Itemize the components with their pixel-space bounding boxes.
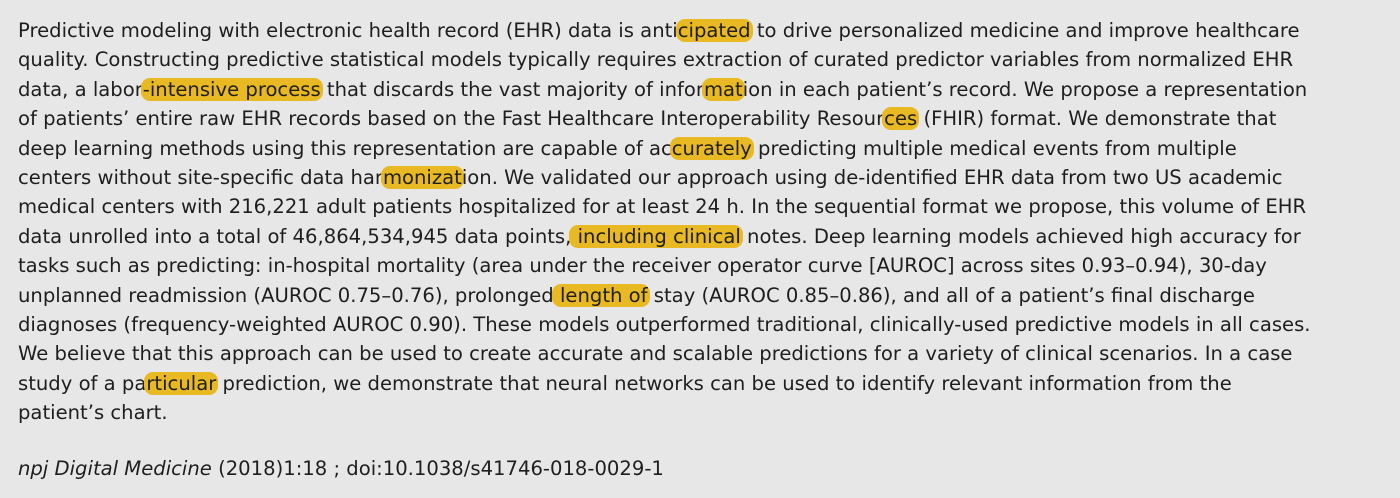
abstract-line: study of a particular prediction, we dem… [18,369,1390,398]
text-segment: deep learning methods using this represe… [18,136,672,160]
text-segment: data unrolled into a total of 46,864,534… [18,224,572,248]
abstract-line: diagnoses (frequency-weighted AUROC 0.90… [18,310,1390,339]
text-segment: centers without site-specific data har [18,165,383,189]
highlighted-text: including clinical [569,224,743,248]
text-segment: ion in each patient’s record. We propose… [742,77,1308,101]
journal-name: npj Digital Medicine [18,457,212,480]
text-segment: (FHIR) format. We demonstrate that [917,107,1277,131]
abstract-line: of patients’ entire raw EHR records base… [18,104,1390,133]
citation-details: (2018)1:18 ; doi:10.1038/s41746-018-0029… [211,457,664,480]
abstract-paragraph: Predictive modeling with electronic heal… [18,16,1390,427]
text-segment: prediction, we demonstrate that neural n… [216,371,1232,395]
highlighted-text: curately [669,136,754,160]
abstract-line: deep learning methods using this represe… [18,134,1390,163]
abstract-line: tasks such as predicting: in-hospital mo… [18,251,1390,280]
highlighted-text: mat [701,77,745,101]
abstract-line: We believe that this approach can be use… [18,339,1390,368]
highlighted-text: cipated [675,19,753,42]
text-segment: predicting multiple medical events from … [751,136,1237,160]
highlighted-text: monizat [380,165,464,189]
text-segment: of patients’ entire raw EHR records base… [18,107,885,131]
abstract-line: data unrolled into a total of 46,864,534… [18,222,1390,251]
highlighted-text: -intensive process [140,77,323,101]
text-segment: data, a labor [18,77,143,101]
highlighted-text: length of [551,283,650,307]
text-segment: ion. We validated our approach using de-… [461,165,1283,189]
text-segment: We believe that this approach can be use… [18,342,1293,366]
text-segment: patient’s chart. [18,401,168,425]
text-segment: study of a pa [18,371,147,395]
abstract-line: data, a labor-intensive process that dis… [18,75,1390,104]
abstract-line: patient’s chart. [18,398,1390,427]
text-segment: that discards the vast majority of infor [320,77,704,101]
abstract-line: centers without site-specific data harmo… [18,163,1390,192]
text-segment: unplanned readmission (AUROC 0.75–0.76),… [18,283,554,307]
abstract-line: medical centers with 216,221 adult patie… [18,192,1390,221]
text-segment: notes. Deep learning models achieved hig… [740,224,1301,248]
text-segment: medical centers with 216,221 adult patie… [18,195,1307,219]
abstract-line: quality. Constructing predictive statist… [18,45,1390,74]
abstract-line: Predictive modeling with electronic heal… [18,16,1390,45]
text-segment: tasks such as predicting: in-hospital mo… [18,254,1267,278]
text-segment: diagnoses (frequency-weighted AUROC 0.90… [18,312,1311,336]
highlighted-text: ces [882,107,920,131]
highlighted-text: rticular [144,371,219,395]
abstract-line: unplanned readmission (AUROC 0.75–0.76),… [18,281,1390,310]
citation-line: npj Digital Medicine (2018)1:18 ; doi:10… [18,456,664,482]
text-segment: stay (AUROC 0.85–0.86), and all of a pat… [647,283,1255,307]
text-segment: quality. Constructing predictive statist… [18,48,1294,72]
text-segment: Predictive modeling with electronic heal… [18,19,678,42]
text-segment: to drive personalized medicine and impro… [750,19,1300,42]
